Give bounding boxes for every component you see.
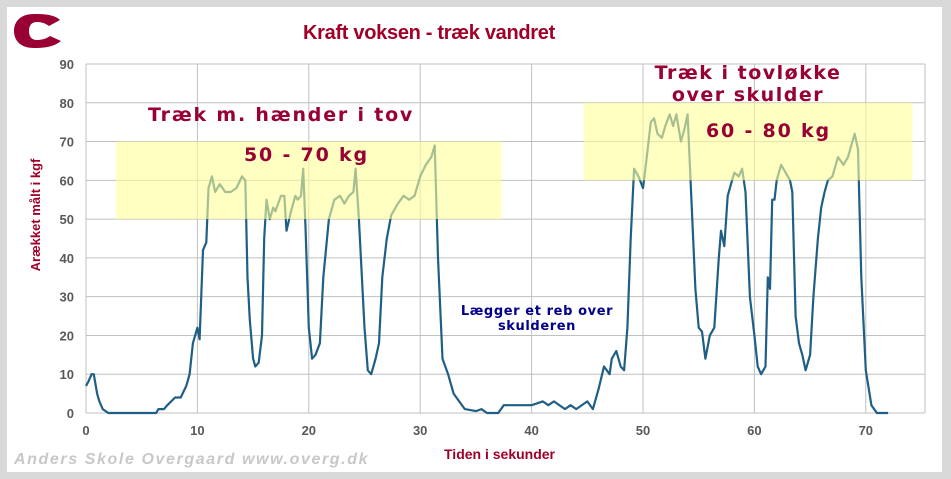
x-tick-label: 30 (413, 423, 427, 438)
y-tick-label: 10 (60, 367, 74, 382)
annotation-rope: Lægger et reb over skulderen (452, 304, 622, 334)
chart-title: Kraft voksen - træk vandret (303, 22, 555, 44)
credit-text: Anders Skole Overgaard www.overg.dk (14, 451, 370, 468)
annotation-range-shoulder: 60 - 80 kg (706, 120, 831, 142)
x-tick-label: 40 (524, 423, 538, 438)
y-tick-label: 30 (60, 290, 74, 305)
annotation-range-hands: 50 - 70 kg (244, 144, 369, 166)
y-tick-label: 80 (60, 96, 74, 111)
annotation-hands: Træk m. hænder i tov (148, 104, 415, 126)
chart-panel (7, 7, 942, 472)
x-tick-label: 10 (190, 423, 204, 438)
x-tick-label: 0 (82, 423, 89, 438)
logo-c-icon (14, 14, 61, 48)
x-tick-label: 20 (302, 423, 316, 438)
y-tick-label: 0 (67, 406, 74, 421)
y-tick-label: 40 (60, 251, 74, 266)
x-tick-label: 60 (747, 423, 761, 438)
y-axis-label: Arækket målt i kgf (28, 158, 43, 271)
y-tick-label: 20 (60, 328, 74, 343)
range-band (116, 141, 502, 220)
annotation-shoulder: Træk i tovløkke over skulder (628, 62, 868, 106)
x-tick-label: 50 (636, 423, 650, 438)
x-axis-label: Tiden i sekunder (444, 446, 555, 462)
range-band (583, 102, 913, 181)
annotation-shoulder-text: Træk i tovløkke over skulder (654, 62, 842, 106)
y-tick-label: 60 (60, 173, 74, 188)
y-tick-label: 50 (60, 212, 74, 227)
y-tick-label: 70 (60, 135, 74, 150)
x-tick-label: 70 (859, 423, 873, 438)
y-tick-label: 90 (60, 57, 74, 72)
annotation-rope-text: Lægger et reb over skulderen (460, 304, 614, 334)
